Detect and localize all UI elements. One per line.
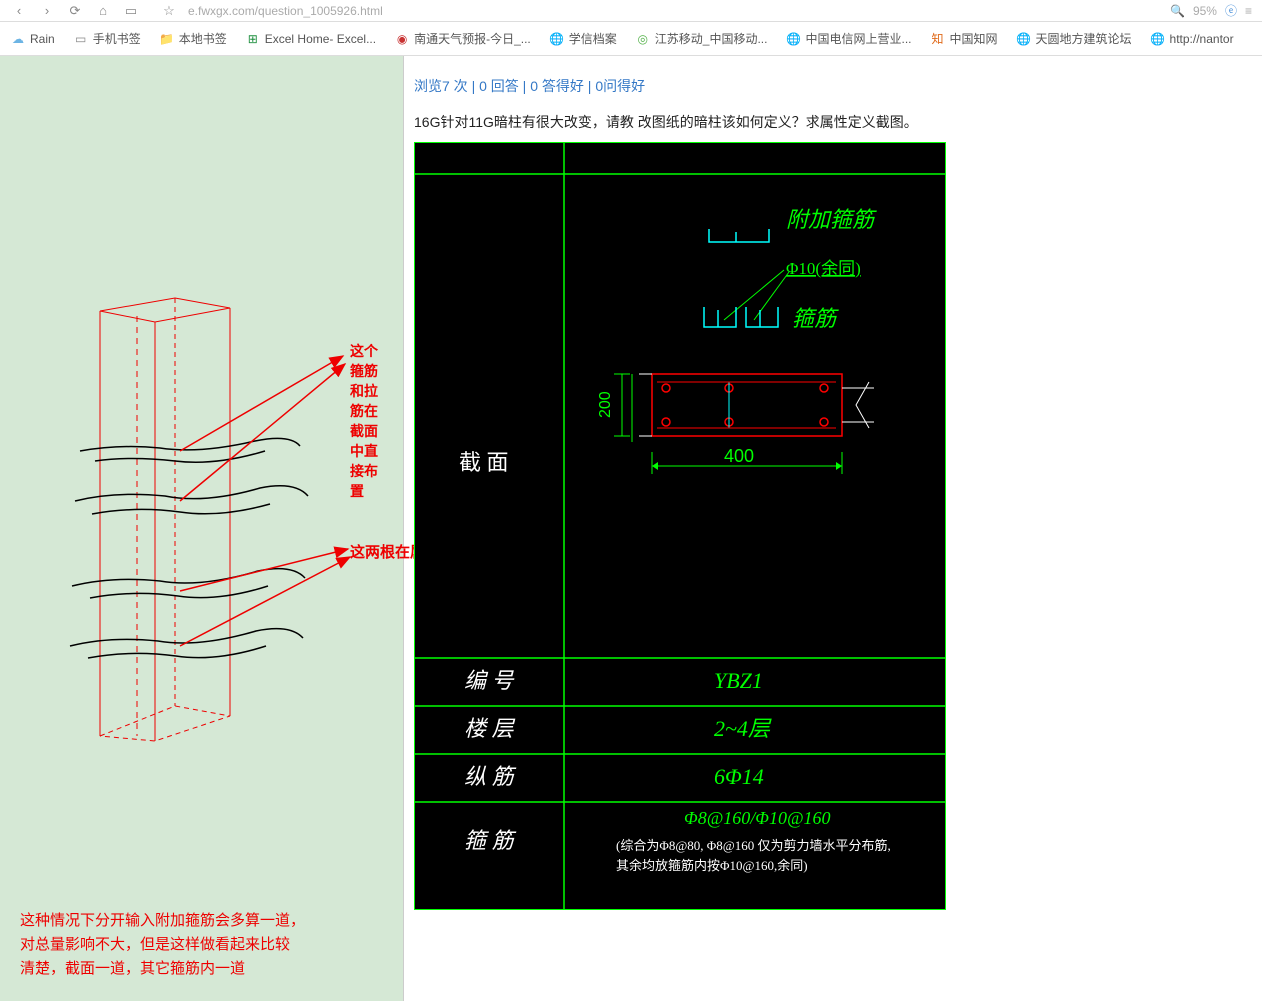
bookmarks-bar: ☁ Rain ▭手机书签 📁本地书签 ⊞ Excel Home- Excel... ◉南通天… xyxy=(0,22,1262,56)
star-icon[interactable]: ☆ xyxy=(160,2,178,20)
bookmark-item[interactable]: 🌐中国电信网上营业... xyxy=(785,30,911,47)
svg-text:Φ10(余同): Φ10(余同) xyxy=(786,259,861,278)
bookmark-item[interactable]: ☁ Rain xyxy=(10,31,55,47)
bookmark-icon: 🌐 xyxy=(1016,31,1032,47)
good-answer: 0 答得好 xyxy=(530,78,584,94)
bookmark-label: 南通天气预报-今日_... xyxy=(414,30,531,47)
svg-text:200: 200 xyxy=(597,391,614,418)
views: 浏览7 次 xyxy=(414,78,468,94)
sketch-3d: 这个箍筋和拉筋在截面中直接布置 这两根在属性的其它箍筋中增加手工输入 xyxy=(20,296,383,769)
ie-icon[interactable]: ⓔ xyxy=(1225,2,1237,19)
bookmark-label: 江苏移动_中国移动... xyxy=(655,30,768,47)
question-text: 16G针对11G暗柱有很大改变，请教 改图纸的暗柱该如何定义？求属性定义截图。 xyxy=(414,112,1262,132)
reload-icon[interactable]: ⟳ xyxy=(66,2,84,20)
bookmark-label: Excel Home- Excel... xyxy=(265,32,376,46)
bookmark-icon: ◎ xyxy=(635,31,651,47)
annotation-1: 这个箍筋和拉筋在截面中直接布置 xyxy=(350,341,383,501)
svg-text:编 号: 编 号 xyxy=(464,668,515,693)
bookmark-label: 中国电信网上营业... xyxy=(805,30,911,47)
zoom-level: 95% xyxy=(1193,4,1217,18)
bookmark-item[interactable]: ◉南通天气预报-今日_... xyxy=(394,30,531,47)
bookmark-label: 天圆地方建筑论坛 xyxy=(1036,30,1132,47)
search-icon[interactable]: 🔍 xyxy=(1170,4,1185,18)
bookmark-item[interactable]: 🌐学信档案 xyxy=(549,30,617,47)
bookmark-label: 手机书签 xyxy=(93,30,141,47)
svg-text:2~4层: 2~4层 xyxy=(714,716,772,741)
svg-text:6Φ14: 6Φ14 xyxy=(714,764,764,789)
bookmark-item[interactable]: ⊞ Excel Home- Excel... xyxy=(245,31,376,47)
bookmark-icon: 📁 xyxy=(159,31,175,47)
bookmark-icon: 🌐 xyxy=(1150,31,1166,47)
back-icon[interactable]: ‹ xyxy=(10,2,28,20)
svg-text:纵 筋: 纵 筋 xyxy=(464,764,517,789)
left-panel: 这个箍筋和拉筋在截面中直接布置 这两根在属性的其它箍筋中增加手工输入 xyxy=(0,56,404,1001)
svg-text:箍 筋: 箍 筋 xyxy=(464,828,517,853)
bookmark-icon: ▭ xyxy=(73,31,89,47)
svg-text:YBZ1: YBZ1 xyxy=(714,668,763,693)
bookmark-label: Rain xyxy=(30,32,55,46)
bookmark-icon: ⊞ xyxy=(245,31,261,47)
bookmark-icon: 🌐 xyxy=(549,31,565,47)
tab-icon[interactable]: ▭ xyxy=(122,2,140,20)
svg-text:附加箍筋: 附加箍筋 xyxy=(786,207,877,232)
bookmark-icon: ◉ xyxy=(394,31,410,47)
bookmark-label: 学信档案 xyxy=(569,30,617,47)
bottom-note: 这种情况下分开输入附加箍筋会多算一道，对总量影响不大，但是这样做看起来比较清楚，… xyxy=(20,909,383,981)
svg-text:箍筋: 箍筋 xyxy=(792,306,839,331)
address-bar[interactable]: e.fwxgx.com/question_1005926.html xyxy=(188,4,1160,18)
svg-text:截 面: 截 面 xyxy=(459,450,509,475)
bookmark-item[interactable]: 📁本地书签 xyxy=(159,30,227,47)
bookmark-item[interactable]: 🌐天圆地方建筑论坛 xyxy=(1016,30,1132,47)
bookmark-item[interactable]: 🌐 http://nantor xyxy=(1150,31,1234,47)
bookmark-icon: ☁ xyxy=(10,31,26,47)
stats-line: 浏览7 次 | 0 回答 | 0 答得好 | 0问得好 xyxy=(414,76,1262,96)
answers: 0 回答 xyxy=(479,78,519,94)
home-icon[interactable]: ⌂ xyxy=(94,2,112,20)
forward-icon[interactable]: › xyxy=(38,2,56,20)
bookmark-label: 中国知网 xyxy=(950,30,998,47)
bookmark-item[interactable]: ▭手机书签 xyxy=(73,30,141,47)
good-question: 0问得好 xyxy=(595,78,645,94)
svg-text:(综合为Φ8@80, Φ8@160 仅为剪力墙水平分布筋,: (综合为Φ8@80, Φ8@160 仅为剪力墙水平分布筋, xyxy=(616,838,891,853)
menu-icon[interactable]: ≡ xyxy=(1245,4,1252,18)
bookmark-label: http://nantor xyxy=(1170,32,1234,46)
bookmark-label: 本地书签 xyxy=(179,30,227,47)
browser-toolbar: ‹ › ⟳ ⌂ ▭ ☆ e.fwxgx.com/question_1005926… xyxy=(0,0,1262,22)
svg-text:其余均放箍筋内按Φ10@160,余同): 其余均放箍筋内按Φ10@160,余同) xyxy=(616,858,808,873)
bookmark-item[interactable]: 知中国知网 xyxy=(930,30,998,47)
bookmark-icon: 知 xyxy=(930,31,946,47)
bookmark-item[interactable]: ◎江苏移动_中国移动... xyxy=(635,30,768,47)
svg-text:400: 400 xyxy=(724,446,754,466)
bookmark-icon: 🌐 xyxy=(785,31,801,47)
svg-text:Φ8@160/Φ10@160: Φ8@160/Φ10@160 xyxy=(684,808,831,828)
cad-drawing: 附加箍筋 Φ10(余同) 箍筋 200 400 截 面编 号 YBZ1 楼 层 2~4层纵 筋 6… xyxy=(414,142,946,910)
content-panel: 浏览7 次 | 0 回答 | 0 答得好 | 0问得好 16G针对11G暗柱有很… xyxy=(404,56,1262,1001)
column-sketch-svg xyxy=(20,296,400,766)
svg-text:楼 层: 楼 层 xyxy=(464,716,516,741)
